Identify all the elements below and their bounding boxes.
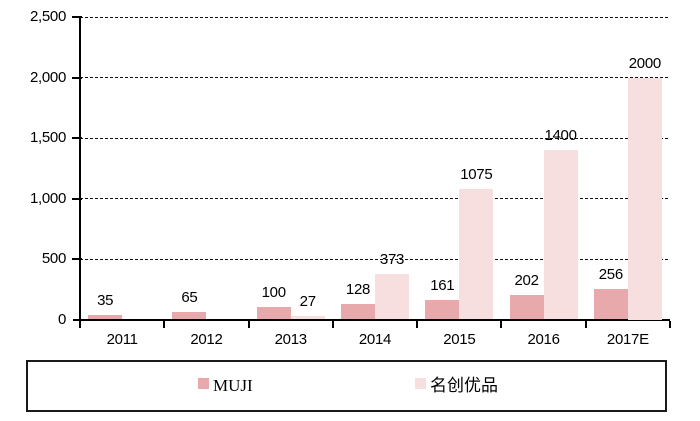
y-axis-tick-1000: [72, 197, 82, 200]
x-axis-tick-0: [79, 320, 81, 328]
y-axis-tick-2000: [72, 76, 82, 79]
bar-label-muji-2015: 161: [430, 277, 455, 295]
bar-label-muji-2013: 100: [261, 284, 286, 302]
bar-label-miniso-2016: 1400: [544, 127, 577, 145]
y-axis-label-1500: 1,500: [29, 129, 66, 146]
x-axis-label-2011: 2011: [106, 331, 138, 348]
y-axis-label-2000: 2,000: [29, 68, 66, 86]
bar-miniso-2015: [459, 189, 494, 320]
bar-label-miniso-2017E: 2000: [628, 54, 661, 72]
bar-miniso-2014: [375, 274, 409, 320]
x-axis-tick-5: [500, 320, 503, 328]
x-axis-label-2012: 2012: [190, 331, 223, 348]
x-axis-label-2017E: 2017E: [606, 331, 649, 348]
gridline-1000: [80, 198, 668, 199]
gridline-1500: [80, 137, 668, 139]
x-axis-tick-7: [669, 320, 671, 328]
bar-miniso-2017E: [627, 77, 662, 320]
y-axis-label-0: 0: [57, 310, 66, 328]
bar-muji-2014: [341, 304, 375, 320]
y-axis-label-500: 500: [41, 250, 66, 267]
y-axis-label-1000: 1,000: [29, 189, 66, 207]
bar-miniso-2013: [290, 316, 325, 320]
y-axis-line: [79, 16, 81, 321]
plot-area: 0 500 1,000 1,500 2,000 2,500 35 2011 65 2012 100 2…: [29, 8, 671, 348]
x-axis-label-2015: 2015: [443, 331, 476, 348]
bar-label-muji-2017E: 256: [598, 265, 623, 283]
bar-muji-2012: [172, 311, 207, 320]
legend-item-miniso: 名创优品: [415, 362, 498, 410]
x-axis-label-2014: 2014: [358, 331, 392, 348]
bar-label-muji-2014: 128: [345, 281, 371, 298]
y-axis-label-2500: 2,500: [29, 8, 66, 25]
legend-swatch-muji-icon: [198, 377, 209, 389]
x-axis-label-2013: 2013: [274, 331, 307, 348]
bar-label-muji-2011: 35: [97, 292, 114, 310]
x-axis-tick-6: [584, 320, 587, 328]
y-axis-tick-500: [72, 258, 82, 260]
legend-swatch-miniso-icon: [415, 377, 426, 389]
x-axis-tick-3: [331, 320, 334, 328]
gridline-2000: [80, 77, 668, 78]
x-axis-tick-2: [247, 320, 250, 328]
y-axis-tick-1500: [72, 137, 82, 139]
x-axis-tick-4: [416, 320, 419, 328]
bar-muji-2011: [88, 315, 123, 320]
bar-label-muji-2016: 202: [514, 272, 539, 290]
x-axis-label-2016: 2016: [527, 331, 560, 348]
bar-label-miniso-2014: 373: [379, 251, 405, 269]
bar-muji-2017E: [593, 288, 628, 320]
legend-label-miniso: 名创优品: [430, 376, 498, 395]
x-axis-line: [73, 318, 670, 321]
gridline-500: [80, 258, 668, 260]
x-axis-tick-1: [163, 320, 166, 328]
y-axis-tick-2500: [72, 16, 82, 18]
bar-muji-2015: [425, 300, 460, 320]
bar-label-muji-2012: 65: [181, 288, 198, 306]
bar-muji-2013: [256, 307, 291, 320]
legend-label-muji: MUJI: [213, 376, 253, 395]
bar-miniso-2016: [543, 150, 578, 320]
gridline-2500: [80, 16, 668, 18]
legend-box: MUJI 名创优品: [26, 360, 667, 412]
bar-label-miniso-2013: 27: [299, 293, 316, 311]
bar-label-miniso-2015: 1075: [460, 166, 493, 184]
legend-item-muji: MUJI: [198, 362, 253, 410]
bar-muji-2016: [509, 295, 544, 320]
